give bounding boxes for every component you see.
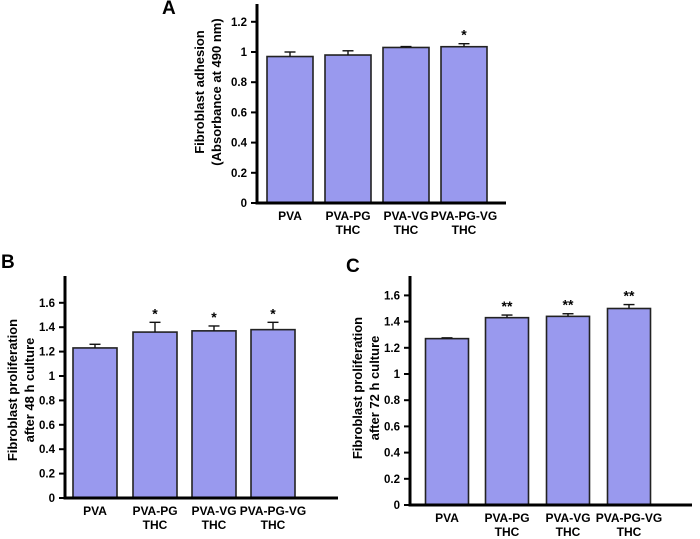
y-tick-label: 1 bbox=[394, 369, 401, 381]
y-tick-label: 1.6 bbox=[384, 290, 400, 302]
x-category-label-line2: THC bbox=[495, 525, 520, 539]
y-tick-label: 0.4 bbox=[384, 448, 401, 460]
panel-letter-c: C bbox=[346, 256, 361, 277]
bar bbox=[424, 337, 470, 506]
bar bbox=[545, 315, 591, 506]
x-category-label-line2: THC bbox=[556, 525, 581, 539]
y-tick-label: 1 bbox=[241, 47, 248, 59]
x-category-label-line2: THC bbox=[336, 223, 361, 237]
bar bbox=[484, 316, 530, 506]
y-tick-label: 1 bbox=[49, 371, 56, 383]
y-tick-label: 0.6 bbox=[231, 107, 247, 119]
bar bbox=[250, 328, 296, 499]
x-category-label: PVA-PG-VG bbox=[431, 209, 497, 223]
y-axis-label-a: Fibroblast adhesion (Absorbance at 490 n… bbox=[191, 0, 227, 187]
x-category-label: PVA-VG bbox=[383, 209, 428, 223]
x-category-label: PVA-PG bbox=[132, 504, 177, 518]
y-tick-label: 0.8 bbox=[231, 77, 248, 89]
panel-letter-a: A bbox=[162, 0, 177, 19]
y-tick-label: 0 bbox=[241, 198, 247, 210]
y-axis-label-a-line1: Fibroblast adhesion bbox=[192, 30, 207, 154]
y-tick-label: 1.4 bbox=[39, 322, 56, 334]
significance-marker: ** bbox=[563, 297, 574, 313]
bar bbox=[382, 46, 430, 204]
y-tick-label: 1.4 bbox=[384, 317, 401, 329]
y-tick-label: 1.2 bbox=[231, 17, 247, 29]
y-tick-label: 0.8 bbox=[384, 395, 401, 407]
y-axis-label-a-line2: (Absorbance at 490 nm) bbox=[209, 18, 224, 166]
bar bbox=[440, 45, 488, 204]
y-tick-label: 0.8 bbox=[39, 395, 56, 407]
x-category-label-line2: THC bbox=[394, 223, 419, 237]
y-tick-label: 0.4 bbox=[231, 138, 248, 150]
bar bbox=[266, 55, 314, 204]
y-tick-label: 0.2 bbox=[231, 168, 247, 180]
significance-marker: ** bbox=[502, 298, 513, 314]
x-category-label: PVA bbox=[83, 504, 107, 518]
x-category-label: PVA-VG bbox=[545, 511, 590, 525]
y-tick-label: 0.2 bbox=[384, 474, 400, 486]
bar bbox=[324, 54, 372, 204]
x-category-label-line2: THC bbox=[617, 525, 642, 539]
y-tick-label: 0.4 bbox=[39, 444, 56, 456]
y-tick-label: 1.6 bbox=[39, 298, 55, 310]
y-axis-label-c-line1: Fibroblast proliferation bbox=[350, 316, 365, 460]
bar-chart-proliferation-48h: 00.20.40.60.811.21.41.6PVA*PVA-PGTHC*PVA… bbox=[39, 276, 338, 532]
panel-b: 0 0.2 0.4 0.6 0.8 1 1.2 1.4 1.6 PVA * PVA-PG THC * PVA… bbox=[0, 252, 345, 539]
x-category-label: PVA-VG bbox=[191, 504, 236, 518]
y-tick-label: 0.2 bbox=[39, 469, 55, 481]
significance-marker: ** bbox=[624, 288, 635, 304]
bar-chart-proliferation-72h: 00.20.40.60.811.21.41.6PVA**PVA-PGTHC**P… bbox=[384, 276, 692, 539]
bar bbox=[132, 331, 178, 499]
y-axis-label-b-line2: after 48 h culture bbox=[22, 337, 37, 443]
x-category-label: PVA bbox=[278, 209, 302, 223]
significance-marker: * bbox=[211, 309, 217, 325]
bar bbox=[606, 307, 652, 506]
y-tick-label: 0.6 bbox=[39, 420, 55, 432]
panel-a: 0 0.2 0.4 0.6 0.8 1 1.2 PVA PVA-PG THC PVA-VG THC * P… bbox=[150, 0, 555, 252]
significance-marker: * bbox=[461, 27, 467, 43]
x-category-label-line2: THC bbox=[452, 223, 477, 237]
bar bbox=[191, 330, 237, 499]
significance-marker: * bbox=[152, 305, 158, 321]
y-tick-label: 0 bbox=[394, 500, 400, 512]
y-axis-label-c-line2: after 72 h culture bbox=[367, 335, 382, 441]
y-tick-label: 0.6 bbox=[384, 421, 400, 433]
y-axis-label-b-line1: Fibroblast proliferation bbox=[5, 318, 20, 462]
x-category-label-line2: THC bbox=[143, 518, 168, 532]
significance-marker: * bbox=[270, 305, 276, 321]
x-category-label-line2: THC bbox=[261, 518, 286, 532]
y-tick-label: 1.2 bbox=[39, 347, 55, 359]
y-axis-label-b: Fibroblast proliferation after 48 h cult… bbox=[4, 295, 40, 485]
bar bbox=[72, 347, 118, 499]
x-category-label: PVA bbox=[435, 511, 459, 525]
y-tick-label: 1.2 bbox=[384, 343, 400, 355]
x-category-label: PVA-PG-VG bbox=[596, 511, 662, 525]
panel-letter-b: B bbox=[1, 252, 16, 273]
x-category-label: PVA-PG-VG bbox=[240, 504, 306, 518]
x-category-label: PVA-PG bbox=[325, 209, 370, 223]
x-category-label: PVA-PG bbox=[484, 511, 529, 525]
y-tick-label: 0 bbox=[49, 493, 55, 505]
y-axis-label-c: Fibroblast proliferation after 72 h cult… bbox=[349, 293, 385, 483]
panel-c: 0 0.2 0.4 0.6 0.8 1 1.2 1.4 1.6 PVA ** PVA-PG THC ** P… bbox=[340, 255, 700, 539]
x-category-label-line2: THC bbox=[202, 518, 227, 532]
